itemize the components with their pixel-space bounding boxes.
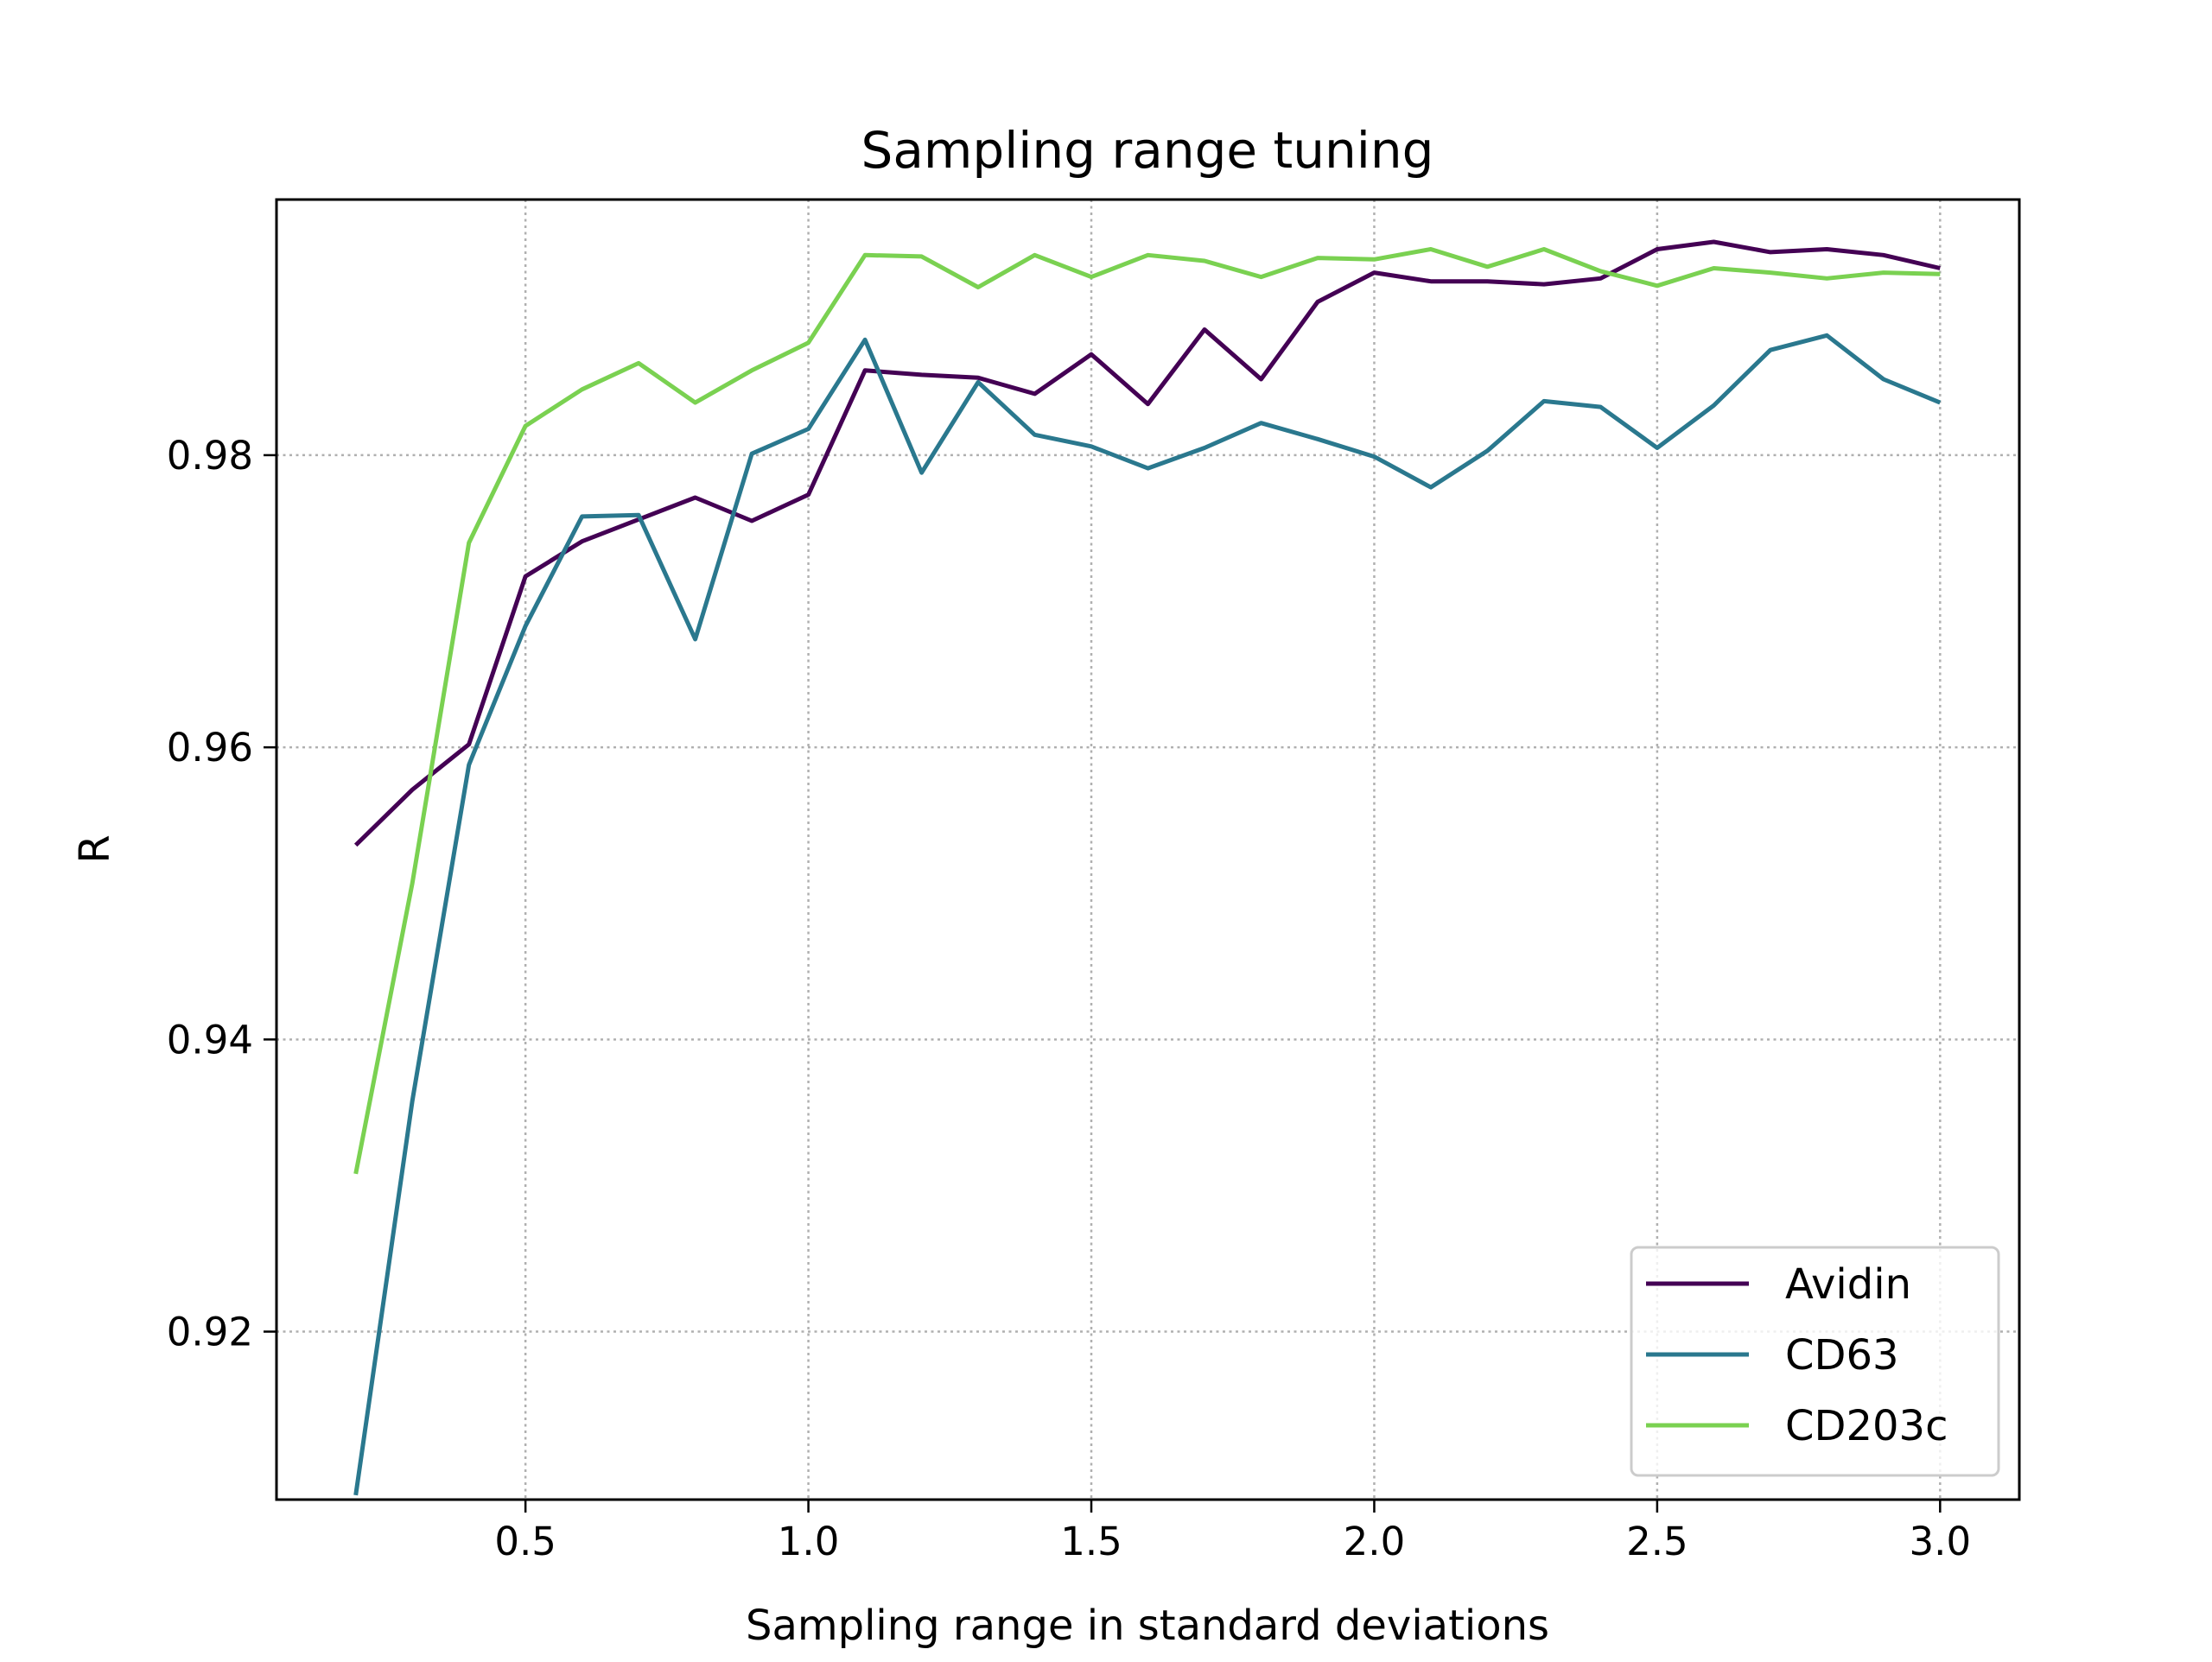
plot-frame bbox=[275, 198, 2021, 1501]
legend-entries: Avidin CD63 CD203c bbox=[1646, 1260, 1948, 1450]
series-line-cd63 bbox=[353, 333, 1942, 1496]
series-line-avidin bbox=[353, 239, 1941, 847]
x-tick-label: 1.5 bbox=[1060, 1519, 1122, 1564]
y-tick-label: 0.92 bbox=[167, 1310, 253, 1355]
y-tick-label: 0.98 bbox=[167, 433, 253, 479]
axis-ticks: 0.5 1.0 1.5 2.0 2.5 3.0 0.92 0.94 0.96 0.98 bbox=[167, 433, 1971, 1564]
legend-label-cd203c: CD203c bbox=[1785, 1402, 1948, 1450]
x-tick-label: 0.5 bbox=[494, 1519, 556, 1564]
legend-box bbox=[1630, 1246, 2000, 1477]
chart-title: Sampling range tuning bbox=[861, 121, 1434, 180]
legend-label-avidin: Avidin bbox=[1785, 1260, 1911, 1309]
legend-label-cd63: CD63 bbox=[1785, 1331, 1899, 1380]
y-tick-label: 0.94 bbox=[167, 1017, 253, 1063]
x-axis-label: Sampling range in standard deviations bbox=[746, 1602, 1549, 1650]
x-tick-label: 2.0 bbox=[1344, 1519, 1406, 1564]
y-axis-label: R bbox=[71, 834, 119, 863]
series-lines bbox=[353, 239, 1942, 1496]
x-tick-label: 3.0 bbox=[1910, 1519, 1972, 1564]
series-line-cd203c bbox=[353, 247, 1941, 1175]
x-tick-label: 1.0 bbox=[778, 1519, 840, 1564]
y-tick-label: 0.96 bbox=[167, 725, 253, 771]
x-tick-label: 2.5 bbox=[1626, 1519, 1688, 1564]
legend: Avidin CD63 CD203c bbox=[1630, 1246, 2000, 1477]
